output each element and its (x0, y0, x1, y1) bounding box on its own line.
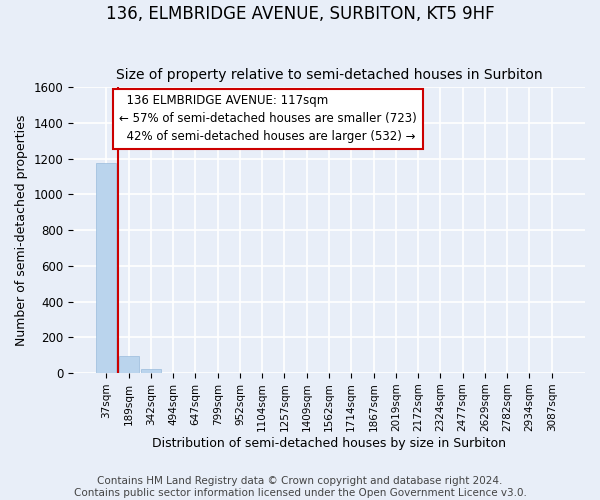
Text: Contains HM Land Registry data © Crown copyright and database right 2024.
Contai: Contains HM Land Registry data © Crown c… (74, 476, 526, 498)
Y-axis label: Number of semi-detached properties: Number of semi-detached properties (15, 114, 28, 346)
Title: Size of property relative to semi-detached houses in Surbiton: Size of property relative to semi-detach… (116, 68, 542, 82)
Bar (96, 163, 116, 373)
X-axis label: Distribution of semi-detached houses by size in Surbiton: Distribution of semi-detached houses by … (152, 437, 506, 450)
Text: 136 ELMBRIDGE AVENUE: 117sqm
← 57% of semi-detached houses are smaller (723)
  4: 136 ELMBRIDGE AVENUE: 117sqm ← 57% of se… (119, 94, 417, 144)
Text: 136, ELMBRIDGE AVENUE, SURBITON, KT5 9HF: 136, ELMBRIDGE AVENUE, SURBITON, KT5 9HF (106, 5, 494, 23)
Bar (119, 356, 139, 373)
Bar (141, 370, 161, 373)
